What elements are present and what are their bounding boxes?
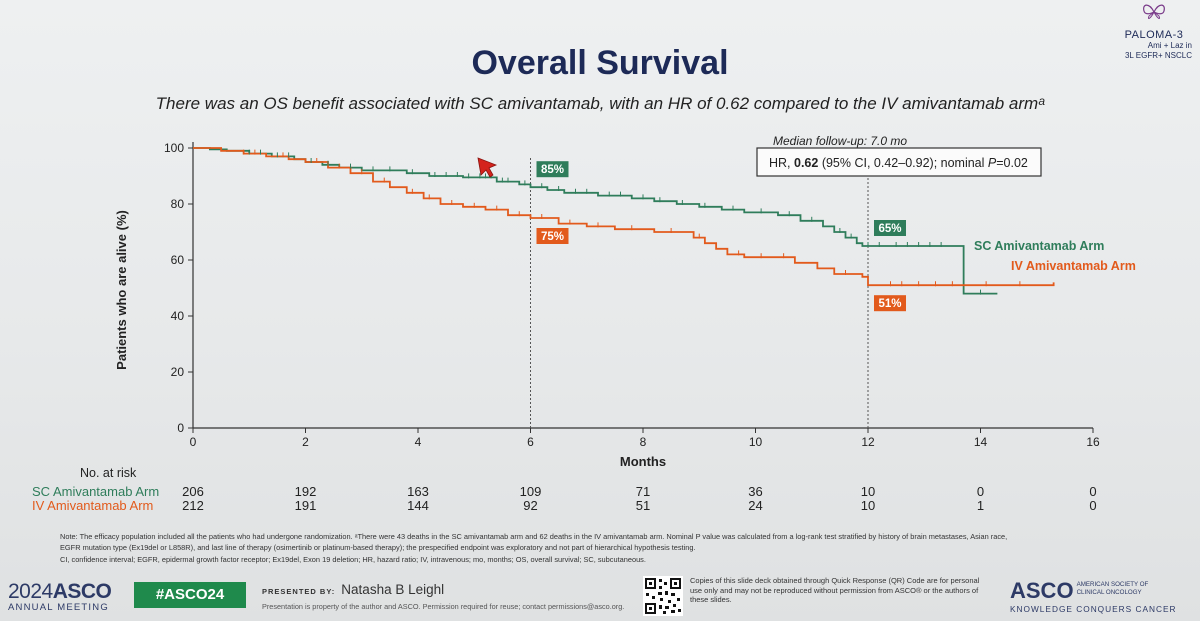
risk-cell: 10 — [860, 498, 876, 513]
meeting-year: 2024 — [8, 580, 53, 603]
landmark-value: 51% — [878, 298, 901, 310]
landmark-badge — [874, 220, 906, 236]
asco-society-name: AMERICAN SOCIETY OF CLINICAL ONCOLOGY — [1076, 581, 1149, 596]
trial-line2: 3L EGFR+ NSCLC — [1124, 51, 1192, 60]
risk-cell: 0 — [1089, 498, 1097, 513]
y-axis-label: Patients who are alive (%) — [114, 210, 129, 370]
risk-cell: 51 — [635, 498, 651, 513]
footnote-line-1: Note: The efficacy population included a… — [60, 532, 1008, 541]
risk-cell: 0 — [1089, 484, 1097, 499]
risk-cell: 212 — [182, 498, 204, 513]
trial-line1: Ami + Laz in — [1147, 41, 1192, 50]
butterfly-icon — [1143, 4, 1165, 20]
risk-cell: 163 — [407, 484, 429, 499]
x-tick-label: 12 — [861, 435, 875, 449]
landmark-badge — [536, 161, 569, 178]
asco-annual-meeting-logo: 2024ASCO ANNUAL MEETING — [8, 580, 128, 613]
landmark-badge — [874, 295, 906, 312]
presenter-name: Natasha B Leighl — [341, 582, 445, 597]
hr-prefix: HR, — [769, 156, 794, 170]
landmark-annotations: 85% 65% 75% 51% — [536, 161, 906, 312]
risk-cell: 92 — [523, 498, 538, 513]
risk-cell: 24 — [748, 498, 763, 513]
landmark-value: 85% — [541, 164, 564, 176]
risk-cell: 144 — [407, 498, 429, 513]
footnote-line-2: EGFR mutation type (Ex19del or L858R), a… — [60, 542, 696, 552]
chart-legend: SC Amivantamab Arm IV Amivantamab Arm — [974, 239, 1136, 273]
median-followup: Median follow-up: 7.0 mo — [773, 134, 907, 148]
footer: 2024ASCO ANNUAL MEETING #ASCO24 PRESENTE… — [0, 572, 1200, 621]
risk-cell: 10 — [860, 484, 876, 499]
asco-tagline: KNOWLEDGE CONQUERS CANCER — [1010, 604, 1177, 614]
asco-right-wordmark: ASCO — [1010, 578, 1074, 603]
slide-title: Overall Survival — [471, 44, 729, 82]
legend-sc: SC Amivantamab Arm — [974, 239, 1104, 253]
censor-marks — [243, 149, 1021, 295]
x-tick-label: 0 — [190, 435, 197, 449]
presented-by: PRESENTED BY: Natasha B Leighl — [262, 582, 444, 597]
x-tick-label: 6 — [527, 435, 534, 449]
reference-lines — [530, 156, 869, 428]
hr-ci: (95% CI, 0.42–0.92); nominal — [818, 156, 988, 170]
hashtag-badge: #ASCO24 — [134, 582, 246, 608]
qr-copies-note: Copies of this slide deck obtained throu… — [690, 576, 980, 604]
y-tick-label: 20 — [171, 365, 185, 379]
landmark-badge — [536, 228, 569, 244]
risk-cell: 192 — [294, 484, 317, 499]
x-axis-label: Months — [620, 454, 666, 469]
asco-wordmark: ASCO — [52, 580, 112, 603]
legend-iv: IV Amivantamab Arm — [1011, 259, 1136, 273]
y-tick-label: 60 — [171, 253, 185, 267]
risk-cell: 109 — [519, 484, 542, 499]
svg-text:HR, 0.62 (95% CI, 0.42–0.92);: HR, 0.62 (95% CI, 0.42–0.92); nominal P=… — [769, 156, 1028, 170]
x-tick-label: 2 — [302, 435, 309, 449]
trial-name: PALOMA-3 — [1124, 29, 1184, 41]
x-tick-label: 10 — [749, 435, 763, 449]
presented-by-label: PRESENTED BY: — [262, 587, 336, 596]
slide-subtitle: There was an OS benefit associated with … — [155, 94, 1045, 113]
chart-axes: 0 20 40 60 80 100 0 2 4 6 8 10 12 14 16 — [164, 141, 1100, 449]
x-tick-label: 14 — [974, 435, 988, 449]
hr-box: HR, 0.62 (95% CI, 0.42–0.92); nominal P=… — [756, 147, 1042, 177]
risk-cell: 1 — [976, 498, 985, 513]
risk-cell: 206 — [182, 484, 204, 499]
footnote-line-3: CI, confidence interval; EGFR, epidermal… — [60, 555, 646, 564]
x-tick-label: 16 — [1086, 435, 1100, 449]
pointer-cursor-icon — [477, 157, 498, 178]
x-tick-label: 8 — [640, 435, 647, 449]
asco-society-logo: ASCO AMERICAN SOCIETY OF CLINICAL ONCOLOG… — [1010, 578, 1195, 614]
landmark-value: 65% — [878, 223, 901, 235]
risk-table-header: No. at risk — [80, 466, 137, 480]
hr-value: 0.62 — [794, 156, 818, 170]
y-tick-label: 80 — [171, 197, 185, 211]
risk-row-label: SC Amivantamab Arm — [32, 484, 160, 499]
risk-cell: 0 — [976, 484, 985, 499]
y-tick-label: 40 — [171, 309, 185, 323]
p-label: P — [988, 156, 997, 170]
risk-cell: 36 — [748, 484, 763, 499]
property-note: Presentation is property of the author a… — [262, 602, 625, 611]
landmark-value: 75% — [541, 231, 564, 243]
paloma-logo: PALOMA-3 Ami + Laz in 3L EGFR+ NSCLC — [1108, 0, 1200, 80]
y-tick-label: 0 — [177, 421, 184, 435]
p-value: =0.02 — [996, 156, 1028, 170]
risk-cell: 191 — [294, 498, 317, 513]
risk-cell: 71 — [635, 484, 651, 499]
risk-row-label: IV Amivantamab Arm — [32, 498, 154, 513]
x-tick-label: 4 — [415, 435, 422, 449]
y-tick-label: 100 — [164, 141, 184, 155]
qr-code-icon[interactable] — [643, 576, 683, 616]
annual-meeting: ANNUAL MEETING — [8, 602, 109, 613]
footnote: Note: The efficacy population included a… — [60, 532, 1150, 566]
